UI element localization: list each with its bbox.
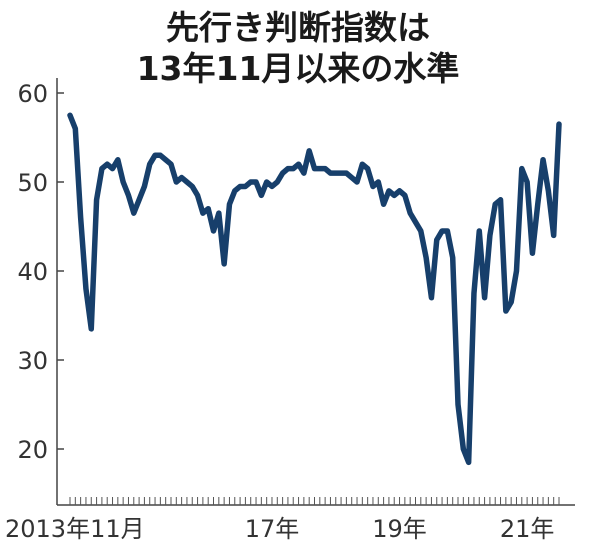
x-tick-label-2: 19年 <box>372 515 427 543</box>
x-axis-minor-ticks <box>69 497 560 505</box>
y-axis: 60 50 40 30 20 <box>17 80 64 464</box>
x-axis: 2013年11月 17年 19年 21年 <box>5 515 554 543</box>
series-line <box>67 112 562 466</box>
chart-subtitle: 13年11月以来の水準 <box>136 49 460 88</box>
y-tick-label-50: 50 <box>17 169 48 197</box>
x-tick-label-0: 2013年11月 <box>5 515 145 543</box>
y-tick-label-60: 60 <box>17 80 48 108</box>
chart-title: 先行き判断指数は <box>166 8 430 47</box>
y-tick-label-40: 40 <box>17 258 48 286</box>
x-tick-label-1: 17年 <box>245 515 300 543</box>
x-tick-label-3: 21年 <box>500 515 555 543</box>
y-tick-label-20: 20 <box>17 436 48 464</box>
y-tick-label-30: 30 <box>17 347 48 375</box>
